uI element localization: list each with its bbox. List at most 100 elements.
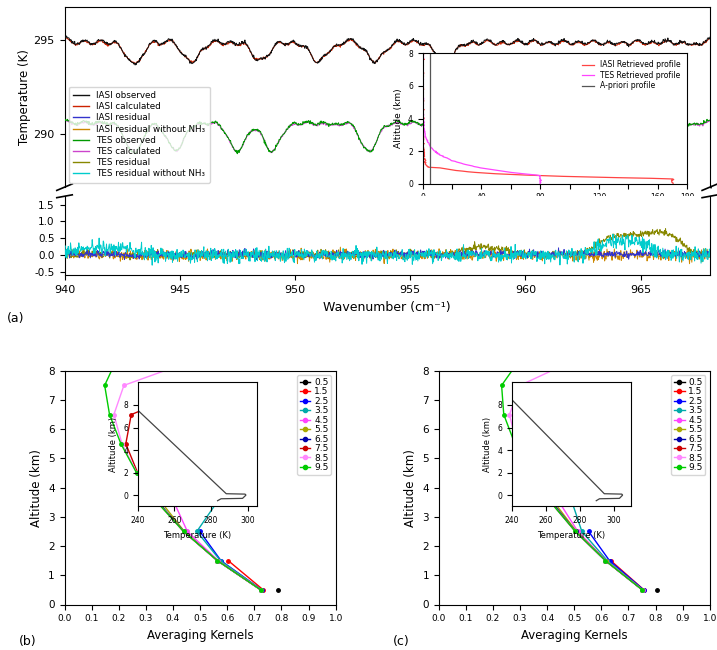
9.5: [203, 323, 212, 331]
5.5: [180, 528, 189, 536]
4.5: [214, 557, 222, 565]
1.5: [640, 586, 648, 594]
Line: 1.5: 1.5: [227, 559, 265, 592]
7.5: [127, 411, 136, 419]
Legend: 0.5, 1.5, 2.5, 3.5, 4.5, 5.5, 6.5, 7.5, 8.5, 9.5: 0.5, 1.5, 2.5, 3.5, 4.5, 5.5, 6.5, 7.5, …: [297, 375, 331, 474]
X-axis label: Averaging Kernels: Averaging Kernels: [521, 629, 627, 642]
Line: 6.5: 6.5: [141, 413, 262, 592]
8.5: [571, 528, 579, 536]
6.5: [154, 499, 163, 506]
1.5: [607, 557, 615, 565]
8.5: [512, 440, 521, 448]
6.5: [257, 586, 265, 594]
7.5: [213, 557, 222, 565]
7.5: [561, 382, 569, 389]
8.5: [638, 586, 647, 594]
8.5: [201, 352, 209, 360]
5.5: [157, 499, 166, 506]
5.5: [550, 499, 559, 506]
5.5: [550, 440, 559, 448]
9.5: [526, 469, 535, 477]
7.5: [153, 499, 162, 506]
3.5: [213, 499, 222, 506]
2.5: [196, 528, 204, 536]
6.5: [141, 440, 149, 448]
4.5: [556, 469, 564, 477]
7.5: [121, 440, 130, 448]
7.5: [571, 528, 579, 536]
Line: 2.5: 2.5: [198, 530, 263, 592]
8.5: [601, 557, 609, 565]
X-axis label: Wavenumber (cm⁻¹): Wavenumber (cm⁻¹): [323, 300, 451, 313]
6.5: [548, 499, 556, 506]
8.5: [179, 528, 188, 536]
4.5: [574, 528, 582, 536]
8.5: [110, 411, 118, 419]
X-axis label: Averaging Kernels: Averaging Kernels: [147, 629, 253, 642]
Line: 5.5: 5.5: [153, 442, 262, 592]
3.5: [568, 499, 576, 506]
8.5: [505, 411, 514, 419]
4.5: [555, 499, 564, 506]
7.5: [638, 586, 647, 594]
Line: 8.5: 8.5: [508, 354, 644, 592]
9.5: [179, 528, 188, 536]
Text: (c): (c): [393, 635, 409, 648]
6.5: [213, 557, 222, 565]
Y-axis label: Altitude (km): Altitude (km): [404, 448, 417, 526]
7.5: [601, 557, 609, 565]
Line: 4.5: 4.5: [558, 471, 645, 592]
4.5: [602, 557, 611, 565]
8.5: [120, 382, 128, 389]
6.5: [138, 469, 146, 477]
7.5: [257, 586, 265, 594]
7.5: [179, 528, 188, 536]
8.5: [153, 499, 161, 506]
2.5: [584, 528, 593, 536]
Line: 1.5: 1.5: [609, 559, 646, 592]
6.5: [638, 586, 647, 594]
8.5: [579, 352, 587, 360]
9.5: [546, 499, 555, 506]
9.5: [500, 411, 508, 419]
Line: 3.5: 3.5: [195, 500, 263, 592]
Line: 9.5: 9.5: [500, 325, 644, 592]
5.5: [257, 586, 265, 594]
Legend: IASI observed, IASI calculated, IASI residual, IASI residual without NH₃, TES ob: IASI observed, IASI calculated, IASI res…: [69, 86, 209, 183]
3.5: [603, 557, 612, 565]
Y-axis label: Temperature (K): Temperature (K): [18, 49, 31, 145]
7.5: [133, 469, 142, 477]
7.5: [546, 499, 555, 506]
9.5: [498, 382, 506, 389]
9.5: [100, 382, 109, 389]
3.5: [193, 528, 201, 536]
9.5: [114, 352, 123, 360]
4.5: [208, 469, 217, 477]
6.5: [526, 440, 534, 448]
5.5: [213, 557, 222, 565]
8.5: [133, 469, 141, 477]
Line: 3.5: 3.5: [570, 500, 645, 592]
8.5: [213, 557, 222, 565]
7.5: [516, 440, 525, 448]
4.5: [638, 586, 647, 594]
9.5: [571, 528, 579, 536]
4.5: [170, 499, 179, 506]
Line: 8.5: 8.5: [112, 354, 262, 592]
8.5: [516, 382, 524, 389]
5.5: [151, 469, 159, 477]
Line: 6.5: 6.5: [528, 413, 644, 592]
9.5: [511, 440, 519, 448]
6.5: [531, 469, 539, 477]
5.5: [538, 469, 547, 477]
3.5: [216, 557, 224, 565]
9.5: [518, 352, 526, 360]
4.5: [257, 586, 265, 594]
9.5: [133, 469, 141, 477]
9.5: [105, 411, 114, 419]
6.5: [212, 411, 221, 419]
8.5: [527, 469, 536, 477]
2.5: [217, 557, 225, 565]
Line: 7.5: 7.5: [124, 384, 262, 592]
9.5: [153, 499, 161, 506]
